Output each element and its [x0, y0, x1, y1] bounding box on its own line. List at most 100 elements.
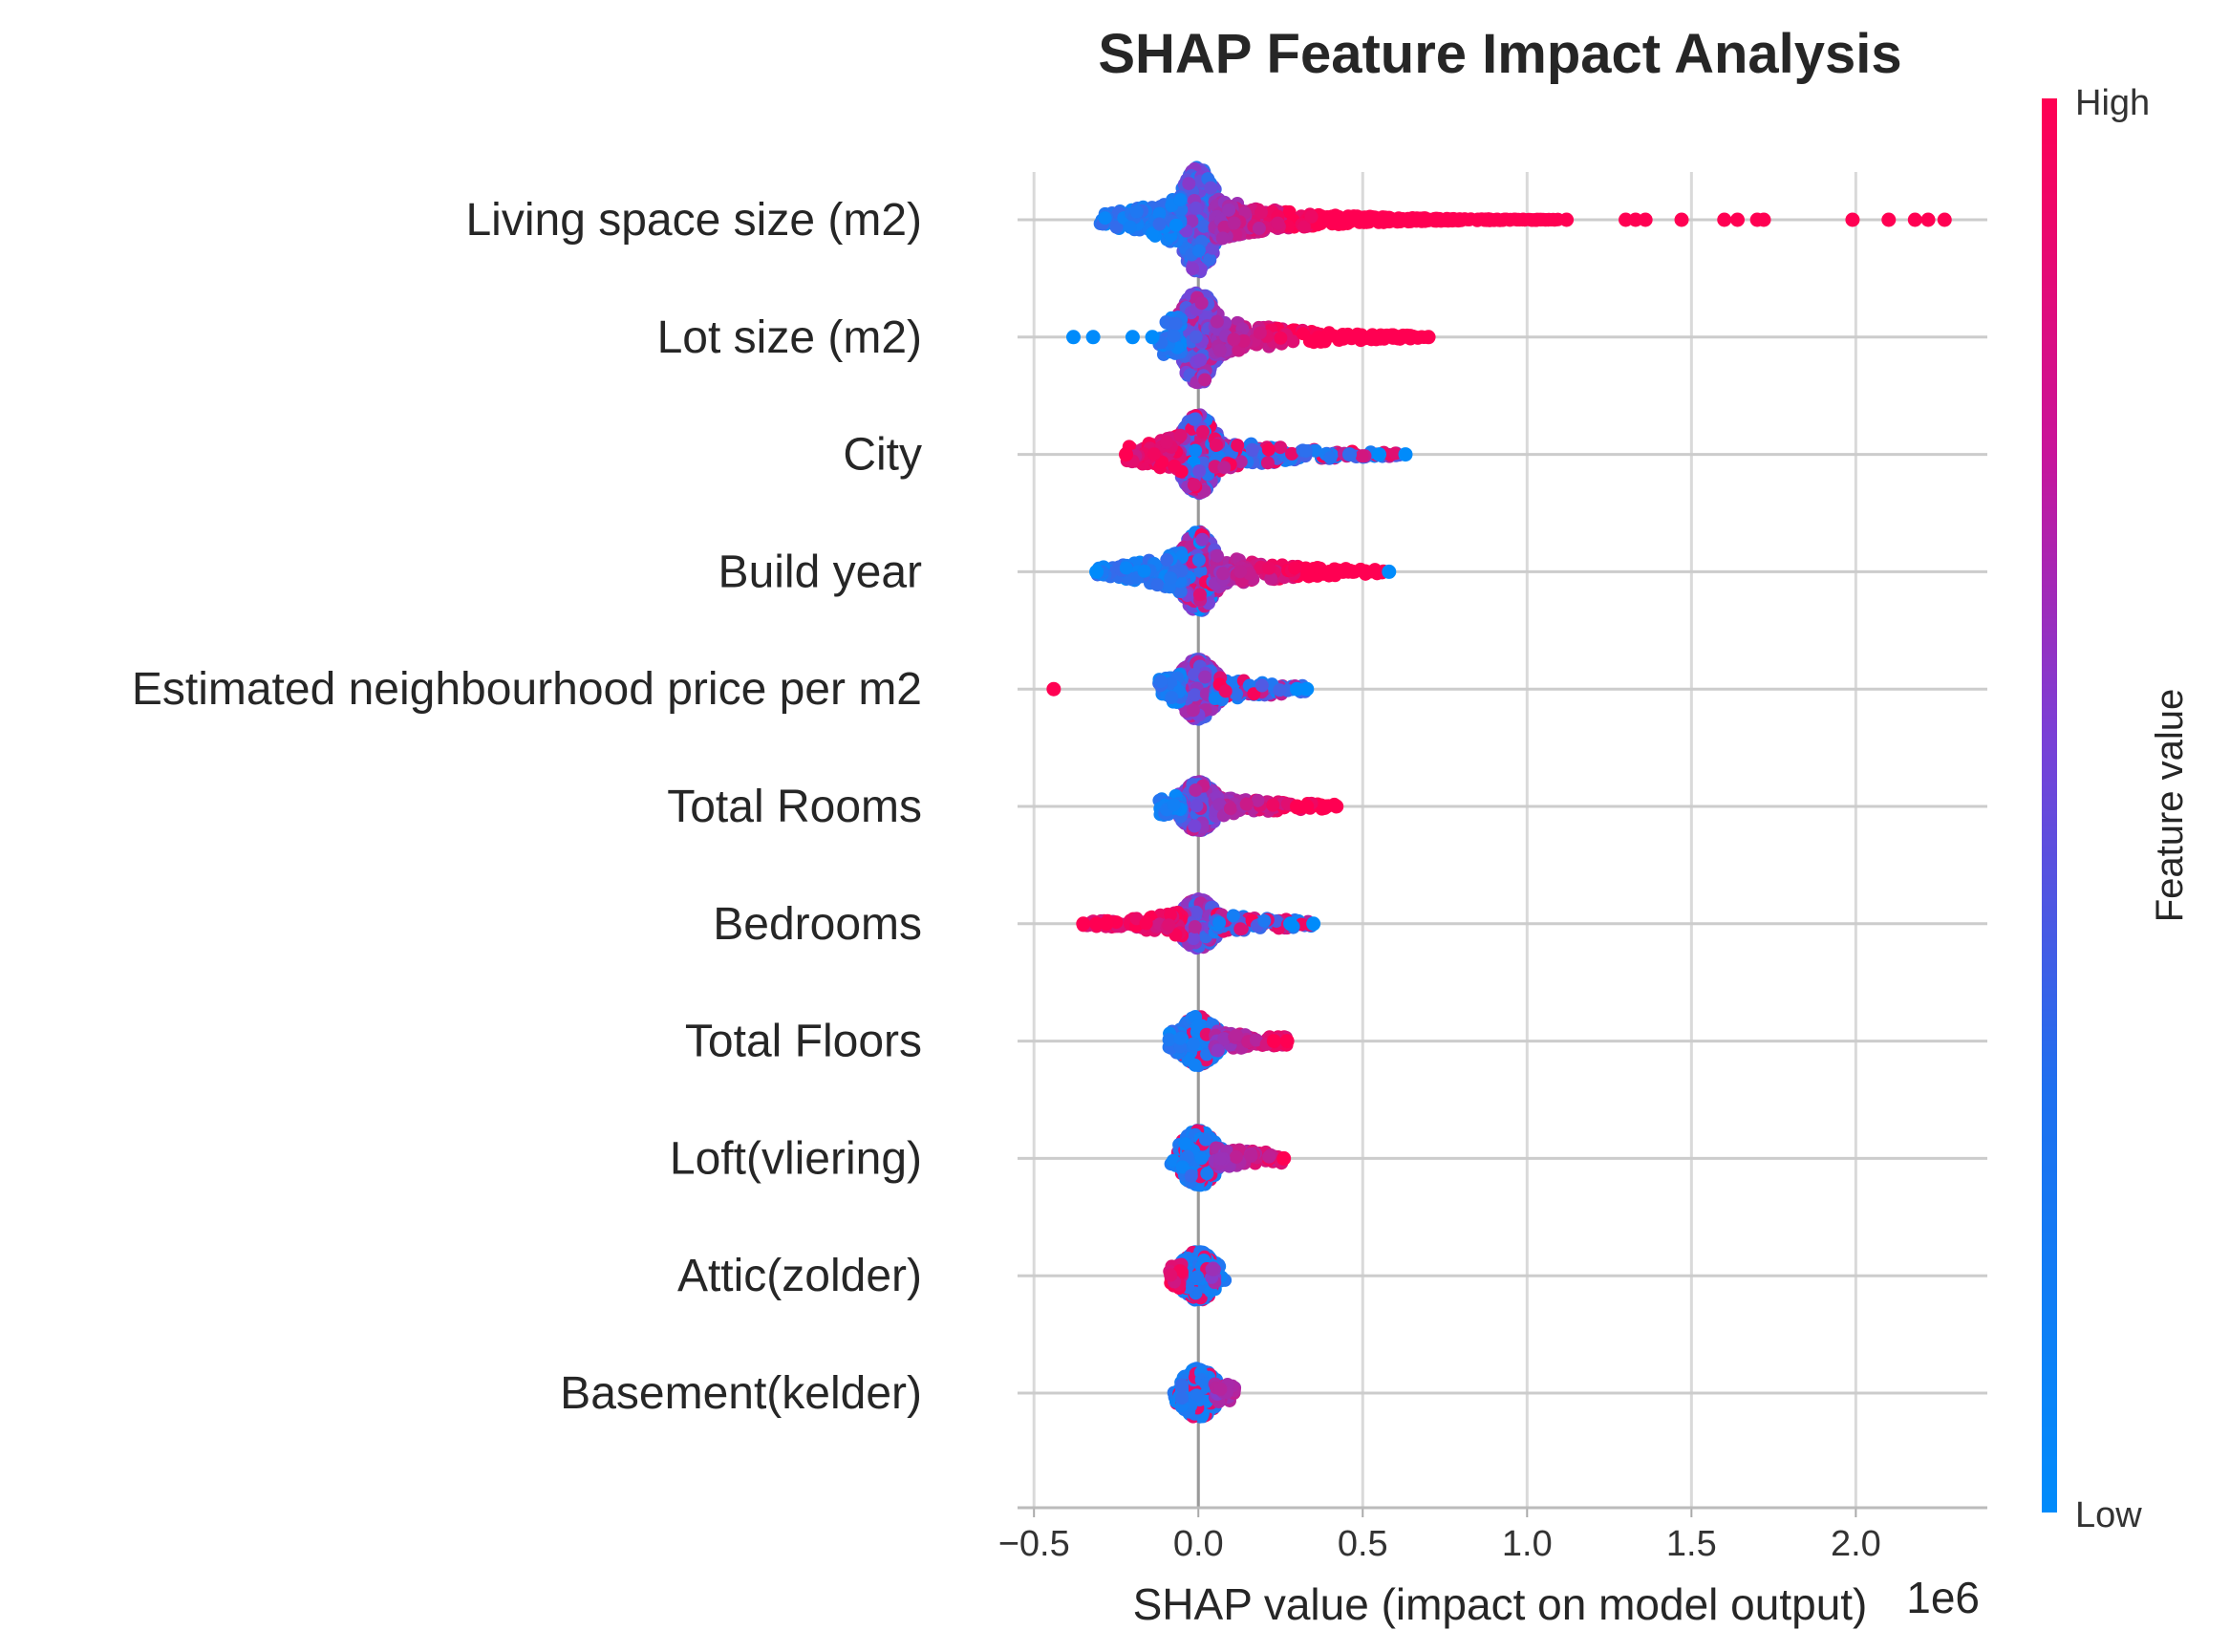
shap-outlier-dot [1119, 447, 1134, 462]
shap-outlier-dot [1937, 212, 1952, 227]
shap-dot [1350, 327, 1364, 341]
shap-outlier-dot [1046, 681, 1061, 697]
shap-dot [1193, 353, 1208, 367]
shap-dot [1202, 252, 1216, 267]
shap-dot [1261, 442, 1276, 457]
shap-dot [1188, 920, 1202, 934]
shap-dot [1210, 548, 1224, 563]
shap-outlier-dot [1382, 564, 1397, 579]
shap-dot [1109, 220, 1124, 234]
shap-dot [1251, 793, 1265, 807]
shap-dot [1195, 424, 1210, 439]
shap-dot [1169, 218, 1183, 232]
shap-outlier-dot [1907, 212, 1922, 227]
shap-dot [1187, 412, 1201, 426]
shap-dot [1233, 922, 1248, 936]
shap-dot [1129, 204, 1144, 219]
shap-dot [1152, 206, 1167, 221]
feature-dots [1119, 408, 1413, 501]
shap-outlier-dot [1881, 212, 1897, 227]
shap-dot [1266, 798, 1280, 812]
shap-dot [1437, 212, 1451, 226]
shap-dot [1212, 343, 1227, 357]
shap-dot [1137, 564, 1151, 578]
shap-dot [1373, 212, 1387, 226]
shap-dot [1274, 331, 1288, 345]
shap-dot [1190, 799, 1204, 813]
shap-dot [1226, 909, 1240, 923]
shap-dot [1189, 443, 1203, 458]
shap-outlier-dot [1638, 212, 1653, 227]
shap-dot [1216, 567, 1231, 581]
shap-outlier-dot [1283, 916, 1298, 932]
shap-dot [1297, 220, 1311, 234]
shap-dot [1470, 212, 1485, 226]
shap-dot [1454, 213, 1469, 227]
shap-dot [1223, 802, 1237, 816]
shap-dot [1538, 213, 1553, 227]
shap-dot [1186, 703, 1200, 718]
shap-dot [1186, 262, 1200, 276]
shap-outlier-dot [1398, 447, 1413, 462]
shap-dot [1273, 683, 1287, 697]
shap-dot [1252, 221, 1266, 235]
shap-dot [1165, 691, 1179, 705]
shap-dot [1123, 220, 1137, 234]
shap-dot [1484, 213, 1498, 227]
shap-dot [1189, 783, 1203, 797]
shap-dot [1301, 569, 1316, 584]
shap-dot [1198, 373, 1212, 387]
shap-dot [1191, 244, 1206, 258]
shap-dot [1173, 193, 1188, 207]
shap-dot [1231, 439, 1245, 453]
shap-outlier-dot [1371, 447, 1386, 462]
shap-dot [1257, 913, 1272, 928]
shap-dot [1254, 205, 1268, 220]
shap-outlier-dot [1076, 916, 1091, 932]
feature-dots [1065, 286, 1436, 390]
shap-dot [1146, 226, 1160, 241]
shap-dot [1222, 203, 1236, 217]
shap-dot [1304, 209, 1319, 224]
shap-dot [1364, 331, 1379, 345]
shap-dot [1147, 447, 1161, 461]
shap-outlier-dot [1628, 212, 1643, 227]
feature-dots [1162, 1010, 1295, 1073]
shap-outlier-dot [1674, 212, 1689, 227]
shap-dot [1189, 201, 1203, 215]
shap-outlier-dot [1388, 330, 1404, 345]
shap-outlier-dot [1619, 212, 1634, 227]
shap-dot [1139, 916, 1153, 931]
shap-dot [1260, 456, 1275, 470]
shap-outlier-dot [1099, 916, 1114, 932]
shap-dot [1517, 213, 1532, 227]
shap-outlier-dot [1421, 330, 1436, 345]
shap-dot [1368, 565, 1383, 579]
shap-dot [1245, 442, 1259, 457]
shap-dot [1188, 688, 1202, 702]
shap-dot [1160, 436, 1174, 450]
shap-dot [1187, 478, 1201, 492]
shap-dot [1167, 329, 1181, 343]
shap-outlier-dot [1089, 564, 1104, 579]
shap-dot [1188, 819, 1202, 833]
shap-dot [1271, 216, 1285, 230]
shap-outlier-dot [1730, 212, 1746, 227]
shap-dot [1239, 797, 1254, 811]
shap-dot [1150, 578, 1165, 592]
shap-outlier-dot [1845, 212, 1860, 227]
shap-outlier-dot [1345, 564, 1361, 579]
shap-dot [1154, 675, 1169, 689]
dot-layer [1046, 161, 1952, 1424]
shap-dot [1302, 333, 1317, 348]
shap-outlier-dot [1717, 212, 1732, 227]
shap-dot [1332, 217, 1346, 231]
shap-outlier-dot [1085, 330, 1101, 345]
shap-dot [1355, 449, 1369, 463]
shap-dot [1191, 553, 1206, 568]
shap-dot [1385, 214, 1400, 228]
shap-dot [1288, 561, 1302, 575]
feature-dots [1076, 892, 1321, 955]
shap-dot [1217, 461, 1232, 475]
shap-dot [1253, 326, 1267, 340]
